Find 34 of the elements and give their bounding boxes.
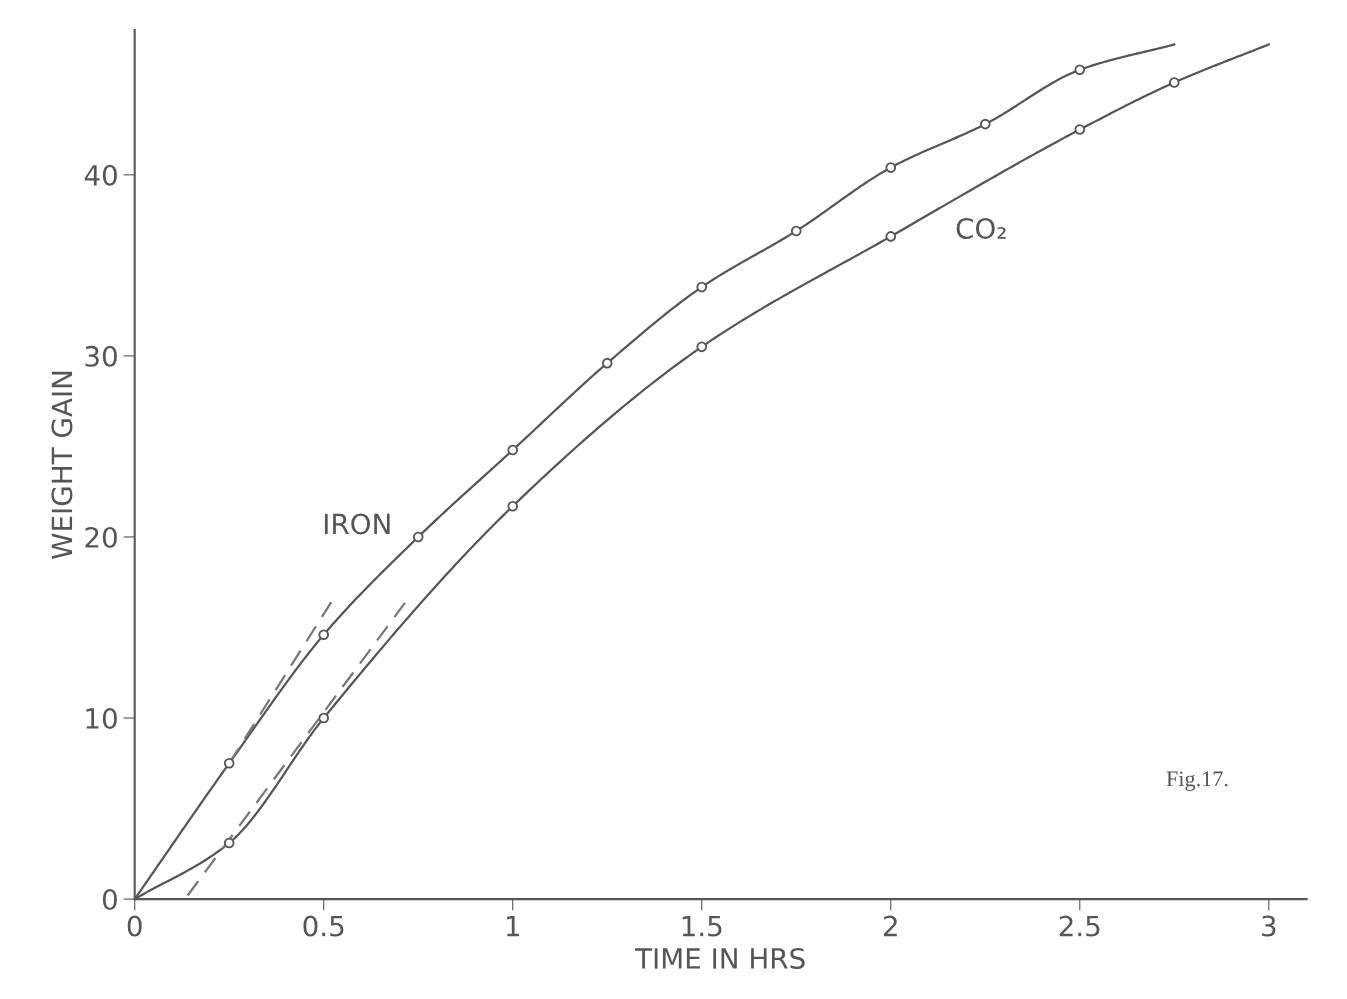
annotation: Fig.17. [1166, 771, 1228, 791]
y-tick-label: 20 [85, 526, 117, 548]
point [1074, 124, 1086, 135]
series-label: CO₂ [956, 217, 1006, 239]
point [696, 281, 708, 293]
y-tick-label: 0 [102, 889, 117, 911]
point [979, 118, 991, 130]
point [601, 357, 613, 369]
y-tick-label: 40 [84, 164, 117, 186]
point [412, 531, 424, 543]
x-tick-label: 2.5 [1059, 915, 1100, 937]
x-tick-label: 3 [1262, 915, 1276, 937]
point [790, 225, 802, 237]
point [223, 837, 235, 849]
point [507, 500, 519, 512]
point [885, 231, 897, 242]
point [318, 629, 330, 641]
x-tick-label: 0 [127, 915, 142, 937]
series-label: IRON [324, 513, 390, 535]
y-tick-label: 10 [86, 707, 117, 729]
point [1074, 64, 1086, 76]
y-tick-label: 30 [85, 345, 117, 367]
point [507, 444, 519, 456]
point [696, 341, 708, 353]
x-tick-label: 0.5 [303, 915, 344, 937]
x-axis-title: TIME IN HRS [634, 948, 805, 970]
y-axis-title: WEIGHT GAIN [51, 371, 73, 560]
point [1168, 77, 1180, 88]
point [223, 758, 235, 769]
point [885, 162, 897, 173]
point [318, 712, 330, 724]
x-tick-label: 1 [506, 915, 519, 937]
x-tick-label: 1.5 [682, 915, 722, 937]
x-tick-label: 2 [883, 915, 897, 937]
